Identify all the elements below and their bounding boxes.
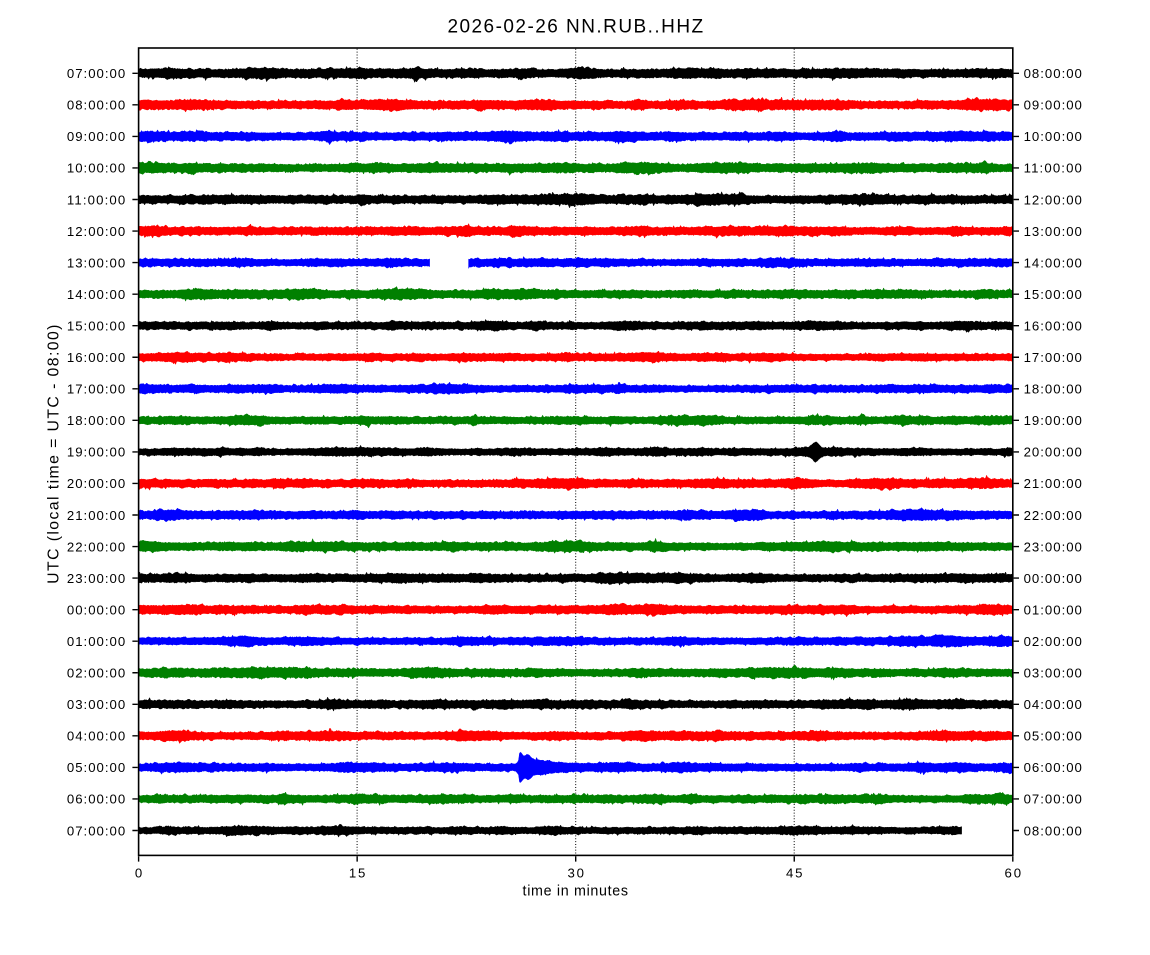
svg-text:07:00:00: 07:00:00 bbox=[67, 823, 125, 838]
svg-text:05:00:00: 05:00:00 bbox=[1024, 729, 1082, 744]
svg-text:08:00:00: 08:00:00 bbox=[67, 98, 125, 113]
svg-text:01:00:00: 01:00:00 bbox=[1024, 602, 1082, 617]
svg-text:15:00:00: 15:00:00 bbox=[67, 318, 125, 333]
svg-text:2026-02-26 NN.RUB..HHZ: 2026-02-26 NN.RUB..HHZ bbox=[447, 17, 703, 38]
svg-text:14:00:00: 14:00:00 bbox=[1024, 255, 1082, 270]
svg-text:19:00:00: 19:00:00 bbox=[67, 445, 125, 460]
svg-text:20:00:00: 20:00:00 bbox=[67, 476, 125, 491]
svg-text:16:00:00: 16:00:00 bbox=[1024, 318, 1082, 333]
svg-text:06:00:00: 06:00:00 bbox=[67, 792, 125, 807]
svg-text:45: 45 bbox=[786, 866, 803, 881]
svg-text:20:00:00: 20:00:00 bbox=[1024, 445, 1082, 460]
svg-text:UTC (local time = UTC - 08:00): UTC (local time = UTC - 08:00) bbox=[46, 325, 63, 584]
svg-text:time in minutes: time in minutes bbox=[523, 884, 629, 900]
svg-text:07:00:00: 07:00:00 bbox=[67, 66, 125, 81]
svg-text:04:00:00: 04:00:00 bbox=[67, 729, 125, 744]
svg-text:09:00:00: 09:00:00 bbox=[1024, 98, 1082, 113]
svg-text:12:00:00: 12:00:00 bbox=[1024, 192, 1082, 207]
svg-text:13:00:00: 13:00:00 bbox=[1024, 224, 1082, 239]
svg-text:23:00:00: 23:00:00 bbox=[67, 571, 125, 586]
svg-text:11:00:00: 11:00:00 bbox=[1024, 161, 1082, 176]
svg-text:17:00:00: 17:00:00 bbox=[1024, 350, 1082, 365]
svg-text:01:00:00: 01:00:00 bbox=[67, 634, 125, 649]
svg-text:03:00:00: 03:00:00 bbox=[67, 697, 125, 712]
svg-text:03:00:00: 03:00:00 bbox=[1024, 666, 1082, 681]
svg-text:00:00:00: 00:00:00 bbox=[1024, 571, 1082, 586]
svg-text:21:00:00: 21:00:00 bbox=[1024, 476, 1082, 491]
svg-text:21:00:00: 21:00:00 bbox=[67, 508, 125, 523]
svg-text:08:00:00: 08:00:00 bbox=[1024, 823, 1082, 838]
svg-text:11:00:00: 11:00:00 bbox=[67, 192, 125, 207]
svg-text:22:00:00: 22:00:00 bbox=[1024, 508, 1082, 523]
svg-text:02:00:00: 02:00:00 bbox=[1024, 634, 1082, 649]
svg-text:30: 30 bbox=[567, 866, 584, 881]
svg-text:0: 0 bbox=[135, 866, 142, 881]
svg-text:15: 15 bbox=[349, 866, 366, 881]
svg-text:02:00:00: 02:00:00 bbox=[67, 666, 125, 681]
svg-text:10:00:00: 10:00:00 bbox=[67, 161, 125, 176]
svg-text:06:00:00: 06:00:00 bbox=[1024, 760, 1082, 775]
svg-text:60: 60 bbox=[1005, 866, 1022, 881]
svg-text:12:00:00: 12:00:00 bbox=[67, 224, 125, 239]
svg-text:09:00:00: 09:00:00 bbox=[67, 129, 125, 144]
svg-text:18:00:00: 18:00:00 bbox=[1024, 382, 1082, 397]
svg-text:14:00:00: 14:00:00 bbox=[67, 287, 125, 302]
svg-text:08:00:00: 08:00:00 bbox=[1024, 66, 1082, 81]
svg-text:05:00:00: 05:00:00 bbox=[67, 760, 125, 775]
svg-text:16:00:00: 16:00:00 bbox=[67, 350, 125, 365]
svg-text:23:00:00: 23:00:00 bbox=[1024, 539, 1082, 554]
svg-text:22:00:00: 22:00:00 bbox=[67, 539, 125, 554]
svg-text:00:00:00: 00:00:00 bbox=[67, 602, 125, 617]
svg-text:10:00:00: 10:00:00 bbox=[1024, 129, 1082, 144]
svg-text:04:00:00: 04:00:00 bbox=[1024, 697, 1082, 712]
svg-text:18:00:00: 18:00:00 bbox=[67, 413, 125, 428]
svg-text:15:00:00: 15:00:00 bbox=[1024, 287, 1082, 302]
svg-text:19:00:00: 19:00:00 bbox=[1024, 413, 1082, 428]
svg-text:07:00:00: 07:00:00 bbox=[1024, 792, 1082, 807]
svg-text:17:00:00: 17:00:00 bbox=[67, 382, 125, 397]
svg-text:13:00:00: 13:00:00 bbox=[67, 255, 125, 270]
